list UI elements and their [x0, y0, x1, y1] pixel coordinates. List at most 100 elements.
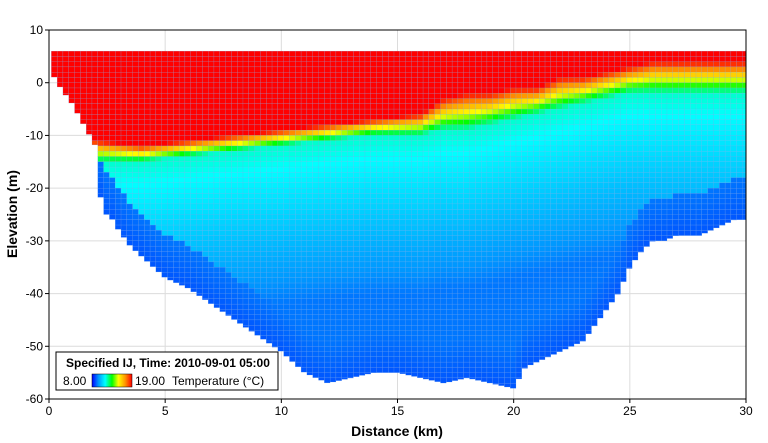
heatmap-cell: [486, 240, 493, 247]
heatmap-cell: [585, 193, 592, 199]
heatmap-cell: [347, 245, 354, 252]
heatmap-cell: [544, 267, 551, 273]
heatmap-cell: [341, 330, 348, 336]
heatmap-cell: [388, 93, 395, 99]
heatmap-cell: [335, 288, 342, 294]
heatmap-cell: [515, 151, 522, 157]
heatmap-cell: [585, 166, 592, 173]
heatmap-cell: [608, 172, 615, 178]
heatmap-cell: [283, 335, 290, 342]
heatmap-cell: [393, 309, 400, 315]
heatmap-cell: [225, 61, 232, 68]
heatmap-cell: [207, 72, 215, 78]
heatmap-cell: [207, 298, 215, 304]
heatmap-cell: [434, 214, 441, 220]
heatmap-cell: [370, 193, 377, 199]
heatmap-cell: [364, 166, 371, 173]
heatmap-cell: [498, 198, 505, 205]
heatmap-cell: [248, 140, 255, 147]
heatmap-cell: [202, 140, 209, 147]
heatmap-cell: [306, 245, 313, 252]
heatmap-cell: [271, 193, 279, 199]
heatmap-cell: [597, 124, 604, 131]
heatmap-cell: [393, 87, 400, 94]
heatmap-cell: [440, 288, 447, 294]
heatmap-cell: [190, 151, 197, 157]
heatmap-cell: [254, 66, 261, 73]
heatmap-cell: [359, 124, 366, 131]
heatmap-cell: [329, 172, 337, 178]
heatmap-cell: [446, 356, 453, 363]
heatmap-cell: [521, 182, 528, 189]
heatmap-cell: [271, 309, 279, 315]
heatmap-cell: [184, 61, 191, 68]
heatmap-cell: [173, 256, 180, 263]
heatmap-cell: [167, 50, 174, 57]
heatmap-cell: [544, 351, 551, 357]
heatmap-cell: [562, 272, 569, 278]
heatmap-cell: [539, 319, 546, 326]
heatmap-cell: [376, 151, 383, 157]
heatmap-cell: [335, 267, 342, 273]
heatmap-cell: [475, 340, 482, 347]
heatmap-cell: [103, 82, 110, 89]
heatmap-cell: [289, 224, 296, 231]
heatmap-cell: [480, 325, 488, 331]
heatmap-cell: [510, 219, 517, 226]
heatmap-cell: [504, 108, 511, 115]
heatmap-cell: [451, 340, 459, 347]
heatmap-cell: [335, 119, 342, 126]
heatmap-cell: [318, 93, 325, 99]
heatmap-cell: [120, 203, 127, 210]
heatmap-cell: [289, 145, 296, 152]
heatmap-cell: [475, 177, 482, 184]
heatmap-cell: [527, 293, 534, 299]
heatmap-cell: [202, 166, 209, 173]
heatmap-cell: [562, 261, 569, 268]
heatmap-cell: [544, 161, 551, 168]
heatmap-cell: [475, 56, 482, 62]
heatmap-cell: [80, 82, 87, 89]
heatmap-cell: [283, 325, 290, 331]
heatmap-cell: [167, 251, 174, 257]
heatmap-cell: [579, 303, 586, 310]
heatmap-cell: [353, 98, 360, 104]
heatmap-cell: [260, 66, 267, 73]
heatmap-cell: [260, 98, 267, 104]
heatmap-cell: [324, 351, 331, 357]
heatmap-cell: [213, 72, 220, 78]
heatmap-cell: [295, 166, 302, 173]
heatmap-cell: [359, 288, 366, 294]
heatmap-cell: [364, 330, 371, 336]
heatmap-cell: [364, 172, 371, 178]
heatmap-cell: [260, 293, 267, 299]
heatmap-cell: [225, 187, 232, 194]
heatmap-cell: [254, 103, 261, 110]
heatmap-cell: [393, 214, 400, 220]
heatmap-cell: [585, 151, 592, 157]
heatmap-cell: [393, 240, 400, 247]
heatmap-cell: [411, 240, 418, 247]
heatmap-cell: [341, 135, 348, 141]
heatmap-cell: [126, 203, 133, 210]
heatmap-cell: [457, 272, 464, 278]
heatmap-cell: [115, 209, 122, 215]
heatmap-cell: [178, 245, 186, 252]
heatmap-cell: [562, 325, 569, 331]
heatmap-cell: [556, 282, 563, 289]
heatmap-cell: [161, 124, 168, 131]
heatmap-cell: [388, 272, 395, 278]
heatmap-cell: [399, 177, 406, 184]
heatmap-cell: [283, 288, 290, 294]
heatmap-cell: [434, 145, 441, 152]
heatmap-cell: [283, 256, 290, 263]
heatmap-cell: [486, 224, 493, 231]
heatmap-cell: [457, 288, 464, 294]
heatmap-cell: [457, 356, 464, 363]
heatmap-cell: [289, 72, 296, 78]
heatmap-cell: [591, 325, 598, 327]
heatmap-cell: [312, 82, 319, 89]
heatmap-cell: [335, 256, 342, 263]
heatmap-cell: [219, 214, 226, 220]
heatmap-cell: [242, 119, 249, 126]
